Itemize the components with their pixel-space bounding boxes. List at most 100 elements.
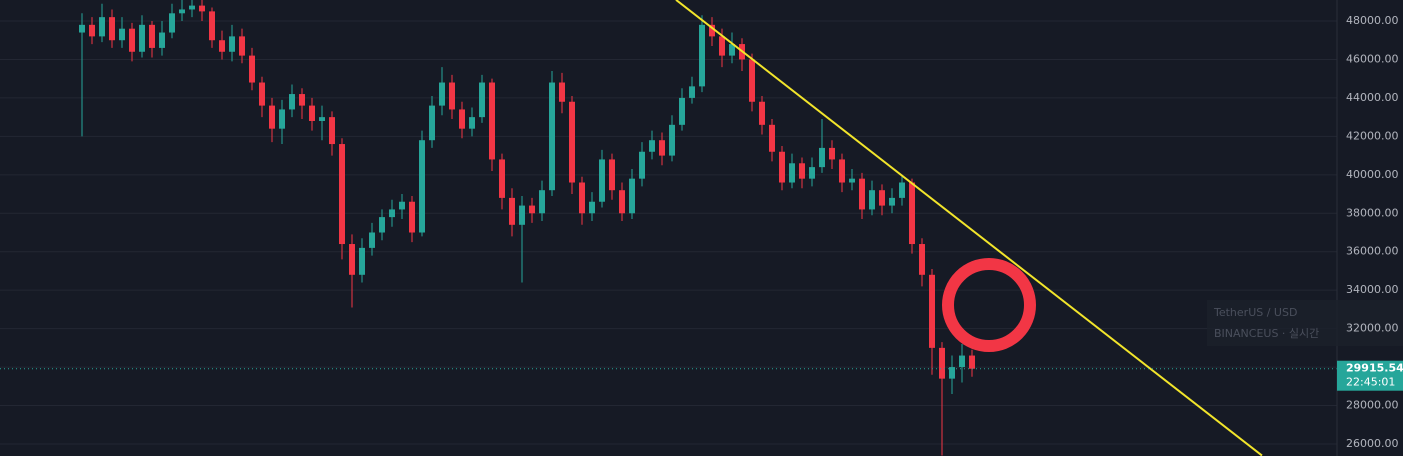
candle-body bbox=[789, 163, 795, 183]
candle-body bbox=[919, 244, 925, 275]
candle-body bbox=[849, 178, 855, 183]
candle-body bbox=[79, 24, 85, 33]
candle-body bbox=[719, 36, 725, 56]
candle-body bbox=[419, 140, 425, 233]
symbol-label: TetherUS / USD bbox=[1213, 306, 1297, 319]
candle-body bbox=[489, 82, 495, 160]
y-tick-label: 40000.00 bbox=[1346, 168, 1399, 181]
y-tick-label: 32000.00 bbox=[1346, 322, 1399, 335]
candle-body bbox=[169, 13, 175, 33]
candle-body bbox=[359, 247, 365, 275]
candle-body bbox=[389, 209, 395, 218]
candle-body bbox=[309, 105, 315, 121]
candle-body bbox=[429, 105, 435, 141]
candle-body bbox=[609, 159, 615, 191]
candle-body bbox=[929, 274, 935, 348]
candle-body bbox=[209, 11, 215, 41]
candle-body bbox=[219, 40, 225, 52]
y-tick-label: 38000.00 bbox=[1346, 206, 1399, 219]
candle-body bbox=[639, 151, 645, 179]
candle-body bbox=[839, 159, 845, 183]
candle-body bbox=[199, 5, 205, 12]
candle-body bbox=[899, 182, 905, 198]
candle-body bbox=[329, 117, 335, 145]
candle-body bbox=[89, 24, 95, 37]
candle-body bbox=[699, 24, 705, 87]
y-tick-label: 46000.00 bbox=[1346, 52, 1399, 65]
candle-body bbox=[149, 24, 155, 48]
candle-body bbox=[349, 244, 355, 275]
candle-body bbox=[889, 197, 895, 206]
candle-body bbox=[829, 147, 835, 160]
candle-body bbox=[529, 205, 535, 214]
candle-body bbox=[269, 105, 275, 129]
candle-body bbox=[479, 82, 485, 118]
candle-body bbox=[369, 232, 375, 248]
y-tick-label: 42000.00 bbox=[1346, 129, 1399, 142]
candle-body bbox=[549, 82, 555, 191]
y-tick-label: 44000.00 bbox=[1346, 91, 1399, 104]
y-tick-label: 28000.00 bbox=[1346, 399, 1399, 412]
highlight-circle bbox=[942, 258, 1036, 352]
candle-body bbox=[809, 167, 815, 179]
candle-body bbox=[109, 17, 115, 41]
candle-body bbox=[599, 159, 605, 202]
candle-body bbox=[469, 117, 475, 129]
candle-body bbox=[709, 24, 715, 37]
candle-body bbox=[229, 36, 235, 52]
candle-body bbox=[509, 197, 515, 225]
y-tick-label: 48000.00 bbox=[1346, 14, 1399, 27]
candle-body bbox=[99, 17, 105, 37]
last-price-label: 29915.54 bbox=[1346, 362, 1403, 375]
candle-body bbox=[129, 28, 135, 52]
y-tick-label: 34000.00 bbox=[1346, 283, 1399, 296]
candle-body bbox=[409, 201, 415, 233]
candle-body bbox=[189, 5, 195, 10]
candle-body bbox=[249, 55, 255, 83]
candle-body bbox=[589, 201, 595, 214]
candle-body bbox=[499, 159, 505, 198]
trendline bbox=[675, 0, 1263, 456]
candle-body bbox=[319, 117, 325, 121]
candle-body bbox=[669, 124, 675, 156]
candle-body bbox=[939, 347, 945, 379]
candle-body bbox=[239, 36, 245, 56]
candle-body bbox=[339, 144, 345, 245]
candle-body bbox=[139, 24, 145, 52]
candle-body bbox=[279, 109, 285, 129]
candle-body bbox=[679, 97, 685, 125]
candle-body bbox=[259, 82, 265, 106]
candle-body bbox=[769, 124, 775, 152]
candle-body bbox=[439, 82, 445, 106]
candle-body bbox=[779, 151, 785, 183]
candle-body bbox=[659, 140, 665, 156]
candle-body bbox=[299, 94, 305, 106]
candle-body bbox=[819, 147, 825, 168]
candle-body bbox=[179, 9, 185, 14]
candle-body bbox=[559, 82, 565, 102]
plot-area bbox=[0, 0, 1337, 456]
candle-body bbox=[159, 32, 165, 48]
candle-body bbox=[649, 140, 655, 152]
candle-body bbox=[569, 101, 575, 183]
candle-body bbox=[759, 101, 765, 125]
candle-body bbox=[749, 59, 755, 102]
y-tick-label: 26000.00 bbox=[1346, 437, 1399, 450]
candle-body bbox=[969, 355, 975, 369]
countdown-label: 22:45:01 bbox=[1346, 376, 1395, 389]
candle-body bbox=[629, 178, 635, 214]
candle-body bbox=[959, 355, 965, 368]
candle-body bbox=[449, 82, 455, 110]
candle-body bbox=[539, 190, 545, 214]
candle-body bbox=[799, 163, 805, 179]
last-price-box bbox=[1337, 360, 1403, 391]
candle-body bbox=[379, 217, 385, 233]
candle-body bbox=[729, 44, 735, 56]
exchange-label: BINANCEUS · 실시간 bbox=[1214, 327, 1319, 340]
candle-body bbox=[689, 86, 695, 98]
candle-body bbox=[879, 190, 885, 206]
candle-body bbox=[289, 94, 295, 110]
candle-body bbox=[519, 205, 525, 225]
candle-body bbox=[459, 109, 465, 129]
